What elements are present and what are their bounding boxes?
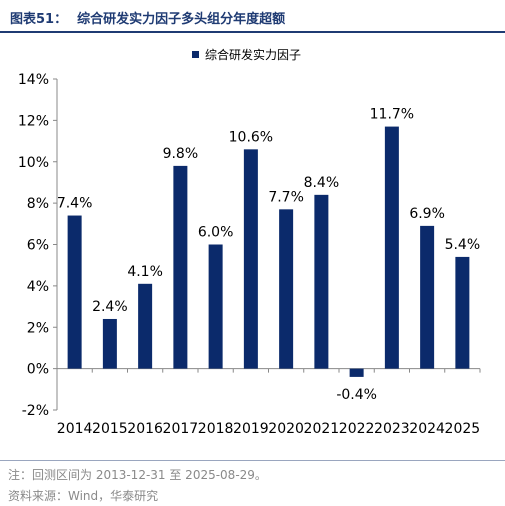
figure-label: 图表51： bbox=[10, 12, 68, 27]
x-tick-label-2014: 2014 bbox=[57, 421, 93, 437]
backtest-note: 注：回测区间为 2013-12-31 至 2025-08-29。 bbox=[8, 468, 267, 482]
legend-swatch bbox=[192, 51, 199, 58]
figure-title: 图表51： 综合研发实力因子多头组分年度超额 bbox=[10, 8, 285, 27]
data-label-2025: 5.4% bbox=[445, 237, 481, 253]
x-tick-label-2018: 2018 bbox=[198, 421, 234, 437]
data-label-2019: 10.6% bbox=[229, 129, 273, 145]
data-label-2014: 7.4% bbox=[57, 196, 93, 212]
x-tick-label-2016: 2016 bbox=[127, 421, 163, 437]
data-label-2018: 6.0% bbox=[198, 225, 234, 241]
bar-2017 bbox=[173, 165, 188, 369]
y-tick-label: 8% bbox=[27, 196, 49, 212]
y-tick-label: 6% bbox=[27, 238, 49, 254]
x-tick-label-2023: 2023 bbox=[374, 421, 410, 437]
data-label-2024: 6.9% bbox=[409, 206, 445, 222]
footer-divider bbox=[0, 460, 505, 461]
bar-2019 bbox=[243, 149, 258, 369]
bar-2024 bbox=[420, 225, 435, 369]
x-tick-label-2019: 2019 bbox=[233, 421, 269, 437]
x-tick-label-2021: 2021 bbox=[304, 421, 340, 437]
data-label-2015: 2.4% bbox=[92, 299, 128, 315]
x-tick-label-2017: 2017 bbox=[163, 421, 199, 437]
chart-title: 综合研发实力因子多头组分年度超额 bbox=[77, 12, 286, 27]
y-tick-label: -2% bbox=[22, 403, 49, 419]
data-label-2021: 8.4% bbox=[304, 175, 340, 191]
title-divider bbox=[0, 31, 505, 33]
y-tick-label: 4% bbox=[27, 279, 49, 295]
y-tick-label: 10% bbox=[18, 155, 49, 171]
bar-2020 bbox=[279, 209, 294, 369]
bar-2025 bbox=[455, 256, 470, 369]
bar-2016 bbox=[138, 283, 153, 369]
x-tick-label-2025: 2025 bbox=[445, 421, 481, 437]
y-tick-label: 14% bbox=[18, 72, 49, 88]
bar-2021 bbox=[314, 194, 329, 369]
data-label-2020: 7.7% bbox=[268, 189, 304, 205]
bar-2023 bbox=[384, 126, 399, 369]
source-note: 资料来源：Wind，华泰研究 bbox=[8, 489, 159, 503]
bar-2014 bbox=[67, 215, 82, 369]
y-tick-label: 12% bbox=[18, 113, 49, 129]
bar-2022 bbox=[349, 368, 364, 377]
data-label-2017: 9.8% bbox=[163, 146, 199, 162]
data-label-2023: 11.7% bbox=[370, 107, 414, 123]
data-label-2022: -0.4% bbox=[336, 387, 377, 403]
y-tick-label: 2% bbox=[27, 320, 49, 336]
x-tick-label-2022: 2022 bbox=[339, 421, 375, 437]
legend-label: 综合研发实力因子 bbox=[205, 47, 301, 62]
bar-chart: 综合研发实力因子 -2% 0% 2% 4% 6% 8% 10% 12% 14% 7.4% 2014 2.… bbox=[18, 47, 481, 437]
y-tick-label: 0% bbox=[27, 362, 49, 378]
bar-2018 bbox=[208, 244, 223, 369]
x-tick-label-2024: 2024 bbox=[409, 421, 445, 437]
data-label-2016: 4.1% bbox=[127, 264, 163, 280]
x-tick-label-2020: 2020 bbox=[268, 421, 304, 437]
x-tick-label-2015: 2015 bbox=[92, 421, 128, 437]
bar-2015 bbox=[102, 318, 117, 369]
